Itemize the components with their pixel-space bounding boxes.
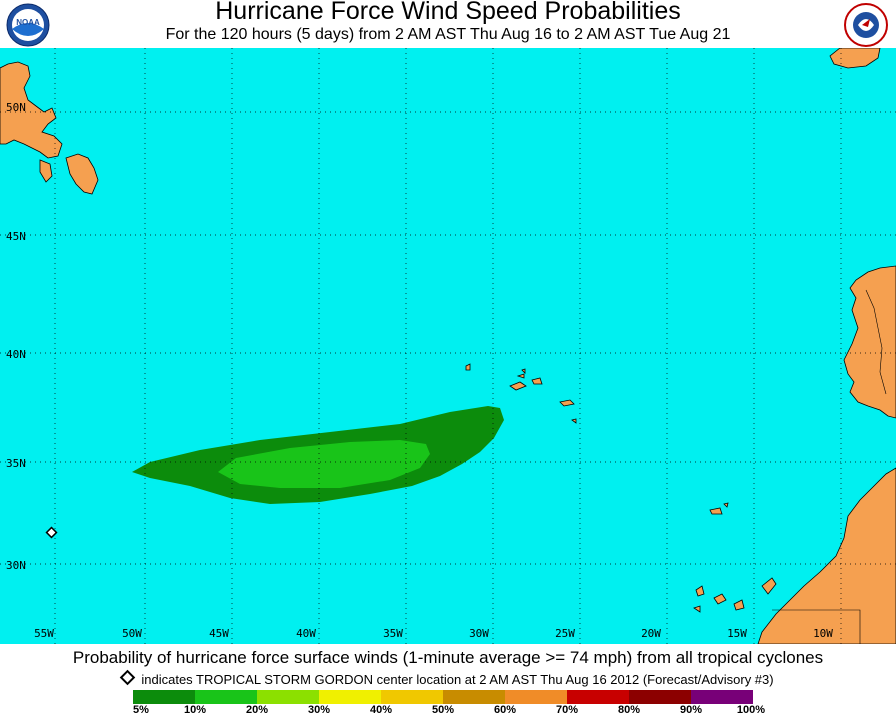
storm-indicator-note: indicates TROPICAL STORM GORDON center l… bbox=[0, 669, 896, 687]
lon-label: 10W bbox=[813, 627, 833, 640]
ocean bbox=[0, 48, 896, 644]
prob-region-10-20 bbox=[218, 440, 430, 488]
storm-marker bbox=[45, 526, 58, 539]
legend-label: 90% bbox=[679, 704, 703, 716]
nws-logo-icon bbox=[844, 3, 888, 47]
legend-label: 50% bbox=[431, 704, 455, 716]
legend-label: 80% bbox=[617, 704, 641, 716]
land-azores-1 bbox=[465, 363, 471, 371]
legend-swatch bbox=[195, 690, 257, 704]
lat-label: 35N bbox=[6, 457, 26, 470]
legend-label: 40% bbox=[369, 704, 393, 716]
land-azores-7 bbox=[521, 368, 526, 374]
legend-swatch bbox=[567, 690, 629, 704]
footer: Probability of hurricane force surface w… bbox=[0, 644, 896, 716]
lon-label: 55W bbox=[34, 627, 54, 640]
legend-label: 30% bbox=[307, 704, 331, 716]
lat-label: 30N bbox=[6, 559, 26, 572]
lat-label: 40N bbox=[6, 348, 26, 361]
land-azores-5 bbox=[559, 399, 575, 407]
page-title: Hurricane Force Wind Speed Probabilities bbox=[215, 0, 681, 25]
lat-labels: 50N 45N 40N 35N 30N bbox=[6, 101, 26, 572]
lat-label: 50N bbox=[6, 101, 26, 114]
lon-label: 40W bbox=[296, 627, 316, 640]
land-newfoundland bbox=[0, 61, 63, 159]
legend-label: 70% bbox=[555, 704, 579, 716]
legend-swatch bbox=[381, 690, 443, 704]
land-canary-2 bbox=[733, 599, 745, 611]
lon-label: 50W bbox=[122, 627, 142, 640]
header: NOAA Hurricane Force Wind Speed Probabil… bbox=[0, 0, 896, 48]
land-iberia bbox=[843, 265, 896, 419]
land-madeira bbox=[709, 507, 723, 515]
land-morocco bbox=[757, 467, 896, 644]
legend-swatch bbox=[319, 690, 381, 704]
legend-label: 100% bbox=[736, 704, 766, 716]
lat-label: 45N bbox=[6, 230, 26, 243]
lon-label: 45W bbox=[209, 627, 229, 640]
map-canvas: 50N 45N 40N 35N 30N 55W 50W 45W 40W 35W … bbox=[0, 48, 896, 644]
land-ireland bbox=[829, 48, 881, 69]
legend-label: 60% bbox=[493, 704, 517, 716]
legend-swatch bbox=[691, 690, 753, 704]
legend-swatch bbox=[505, 690, 567, 704]
color-legend bbox=[133, 690, 753, 704]
legend-label: 5% bbox=[133, 704, 149, 716]
legend-swatch bbox=[443, 690, 505, 704]
noaa-logo-icon: NOAA bbox=[6, 3, 50, 47]
diamond-icon bbox=[120, 669, 136, 686]
legend-label: 10% bbox=[183, 704, 207, 716]
lon-label: 30W bbox=[469, 627, 489, 640]
storm-indicator-text: indicates TROPICAL STORM GORDON center l… bbox=[141, 672, 774, 687]
land-canary-5 bbox=[693, 605, 701, 613]
map-caption: Probability of hurricane force surface w… bbox=[72, 648, 824, 667]
land-canary-4 bbox=[695, 585, 705, 597]
land-portugal-border bbox=[865, 289, 887, 395]
lon-label: 25W bbox=[555, 627, 575, 640]
land-azores-6 bbox=[571, 418, 577, 424]
lon-label: 15W bbox=[727, 627, 747, 640]
land-canary-3 bbox=[713, 593, 727, 605]
land-azores-4 bbox=[516, 373, 525, 379]
land-avalon bbox=[39, 159, 53, 183]
svg-text:NOAA: NOAA bbox=[16, 18, 40, 27]
legend-swatch bbox=[629, 690, 691, 704]
lon-label: 20W bbox=[641, 627, 661, 640]
page-subtitle: For the 120 hours (5 days) from 2 AM AST… bbox=[165, 26, 731, 43]
land-madeira-2 bbox=[723, 502, 729, 508]
land-azores-3 bbox=[531, 377, 543, 385]
lon-label: 35W bbox=[383, 627, 403, 640]
legend-label: 20% bbox=[245, 704, 269, 716]
land-border bbox=[772, 609, 861, 644]
lon-labels: 55W 50W 45W 40W 35W 30W 25W 20W 15W 10W bbox=[34, 627, 833, 640]
legend-swatch bbox=[133, 690, 195, 704]
land-azores-2 bbox=[509, 381, 527, 391]
diamond-icon bbox=[45, 526, 58, 539]
land-canary-1 bbox=[761, 577, 777, 595]
land-cape-breton bbox=[65, 153, 99, 195]
legend-swatch bbox=[257, 690, 319, 704]
